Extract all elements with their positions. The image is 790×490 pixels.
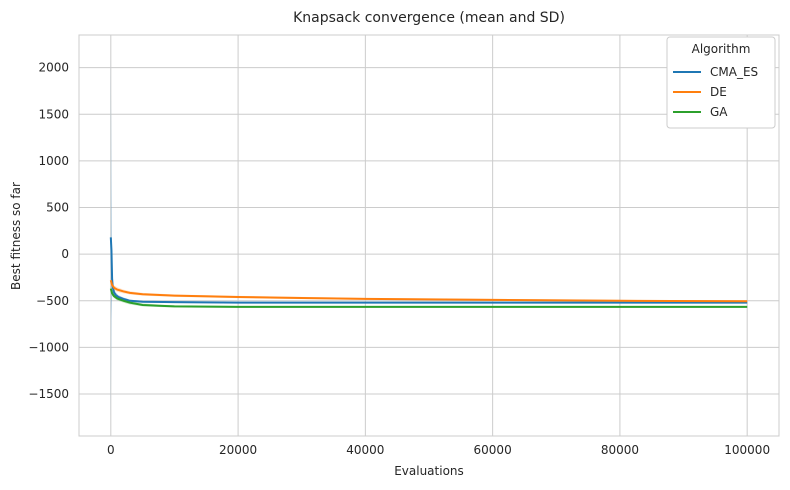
y-tick-label-1: −1000 [28, 340, 69, 354]
y-tick-label-0: −1500 [28, 387, 69, 401]
legend-box [666, 36, 776, 129]
legend-label-de: DE [710, 85, 727, 99]
y-tick-label-6: 1500 [38, 107, 69, 121]
grid [79, 35, 779, 436]
x-axis-ticks: 0 20000 40000 60000 80000 100000 [107, 443, 770, 457]
y-tick-label-7: 2000 [38, 61, 69, 75]
legend-label-ga: GA [710, 105, 728, 119]
series-lines [109, 237, 748, 308]
x-tick-label-4: 80000 [601, 443, 639, 457]
x-tick-label-0: 0 [107, 443, 115, 457]
x-tick-label-5: 100000 [724, 443, 770, 457]
x-tick-label-3: 60000 [474, 443, 512, 457]
x-tick-label-1: 20000 [219, 443, 257, 457]
legend-label-cma-es: CMA_ES [710, 65, 758, 79]
y-tick-label-5: 1000 [38, 154, 69, 168]
x-axis-label: Evaluations [394, 464, 464, 478]
y-tick-label-2: −500 [36, 294, 69, 308]
y-tick-label-3: 0 [61, 247, 69, 261]
chart-title: Knapsack convergence (mean and SD) [293, 10, 565, 26]
legend: Algorithm CMA_ES DE GA [666, 36, 776, 129]
x-tick-label-2: 40000 [346, 443, 384, 457]
series-line-ga [109, 288, 748, 308]
series-line-de [109, 279, 748, 303]
y-axis-ticks: −1500 −1000 −500 0 500 1000 1500 2000 [28, 61, 69, 401]
legend-title: Algorithm [692, 42, 751, 56]
y-tick-label-4: 500 [46, 201, 69, 215]
plot-frame [78, 34, 780, 437]
plot-area [79, 35, 779, 436]
y-axis-label: Best fitness so far [9, 182, 23, 290]
